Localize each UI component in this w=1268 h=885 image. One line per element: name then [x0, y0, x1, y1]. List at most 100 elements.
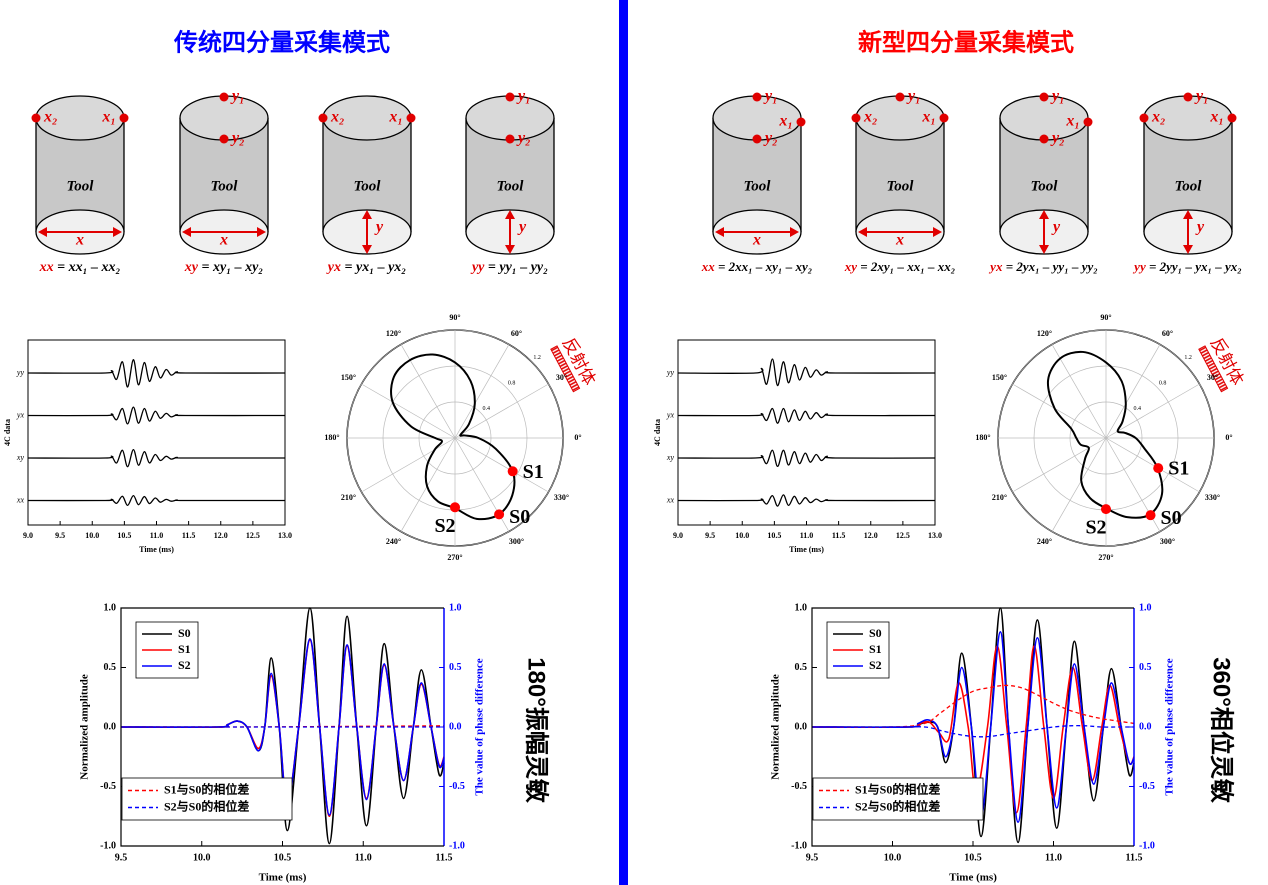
- polar-point: [507, 466, 518, 477]
- x-tick-label: 11.0: [800, 531, 814, 540]
- formula: xy = xy₁ – xy₂: [184, 260, 264, 275]
- legend-label: S1: [178, 642, 191, 656]
- arrow-head: [38, 227, 122, 237]
- x-tick-label: 10.0: [85, 531, 99, 540]
- receiver: [796, 117, 806, 127]
- x-axis-label: Time (ms): [949, 872, 997, 884]
- x-tick-label: 12.0: [864, 531, 878, 540]
- y-axis-label: Normalized amplitude: [770, 674, 782, 780]
- x-tick-label: 11.5: [436, 852, 453, 863]
- polar-spoke: [454, 344, 510, 439]
- formula-rhs: = yy₁ – yy₂: [484, 260, 548, 275]
- plot-frame: [811, 607, 1134, 847]
- x-tick-label: 11.0: [150, 531, 164, 540]
- source-label: y: [1051, 219, 1061, 236]
- y2-tick-label: 1.0: [449, 602, 462, 613]
- trace: [27, 448, 286, 468]
- tool-diagram: Tool y x₂ x₁ yx = yx₁ – yx₂: [318, 95, 416, 275]
- x-tick-label: 9.5: [806, 852, 819, 863]
- receiver-label: x₂: [1151, 109, 1166, 126]
- formula: xx = 2xx₁ – xy₁ – xy₂: [701, 259, 813, 274]
- legend-label: S1与S0的相位差: [855, 781, 940, 796]
- y2-tick-label: 0.0: [1139, 721, 1152, 732]
- arrow-head: [362, 210, 372, 254]
- point-label: S2: [434, 515, 455, 537]
- y-tick-label: -1.0: [791, 840, 807, 851]
- r-tick-label: 0.8: [1159, 380, 1167, 386]
- receiver-label: y₂: [230, 130, 245, 147]
- receiver-label: x₁: [778, 113, 793, 130]
- panel-title: 传统四分量采集模式: [173, 28, 390, 56]
- x-axis-label: Time (ms): [789, 545, 824, 554]
- formula: yy = 2yy₁ – yx₁ – yx₂: [1132, 259, 1242, 274]
- receiver: [31, 113, 41, 123]
- theta-tick-label: 120°: [386, 329, 401, 338]
- trace: [677, 494, 936, 507]
- theta-tick-label: 0°: [1225, 433, 1232, 442]
- tool-diagram: Tool y y₁ y₂ yy = yy₁ – yy₂: [465, 88, 555, 275]
- formula-lhs: yy: [470, 260, 485, 275]
- trace-label: yx: [16, 410, 25, 419]
- side-note: 360°相位灵敏: [1208, 657, 1236, 803]
- x-axis-label: Time (ms): [259, 872, 307, 884]
- formula-lhs: xy: [184, 260, 199, 275]
- source-label: y: [374, 219, 384, 236]
- y2-axis-label: The value of phase difference: [474, 658, 486, 795]
- polar-spoke: [400, 437, 456, 532]
- receiver-label: y₁: [230, 88, 245, 105]
- trace: [677, 449, 936, 468]
- receiver-label: y₁: [516, 88, 531, 105]
- receiver: [119, 113, 129, 123]
- r-tick-label: 1.2: [533, 355, 541, 361]
- receiver: [939, 113, 949, 123]
- y-tick-label: -0.5: [100, 781, 116, 792]
- y-tick-label: 0.5: [795, 662, 808, 673]
- series-line: [811, 630, 1135, 824]
- legend-box: [121, 777, 293, 821]
- receiver: [752, 92, 762, 102]
- receiver: [851, 113, 861, 123]
- formula-lhs: xx: [701, 259, 716, 274]
- legend-label: S2: [869, 658, 882, 672]
- theta-tick-label: 270°: [1098, 553, 1113, 562]
- y2-axis-label: The value of phase difference: [1164, 658, 1176, 795]
- formula-rhs: = 2xy₁ – xx₁ – xx₂: [857, 259, 955, 274]
- receiver-label: x₂: [330, 109, 345, 126]
- source-label: x: [75, 232, 84, 249]
- x-tick-label: 11.0: [1045, 852, 1062, 863]
- theta-tick-label: 0°: [574, 433, 581, 442]
- x-tick-label: 10.5: [274, 852, 292, 863]
- arrow-head: [715, 227, 799, 237]
- arrow-head: [1039, 210, 1049, 254]
- series-line: [811, 607, 1135, 844]
- receiver-label: y₂: [1050, 130, 1065, 147]
- y2-tick-label: -0.5: [1139, 781, 1155, 792]
- trace-label: xy: [666, 453, 675, 462]
- point-label: S0: [1161, 507, 1182, 529]
- tool-label: Tool: [887, 178, 915, 194]
- receiver: [895, 92, 905, 102]
- receiver-label: y₁: [763, 88, 778, 105]
- legend-label: S2: [178, 658, 191, 672]
- polar-spoke: [454, 383, 549, 439]
- receiver: [1039, 134, 1049, 144]
- theta-tick-label: 150°: [992, 373, 1007, 382]
- x-tick-label: 12.5: [896, 531, 910, 540]
- receiver: [1083, 117, 1093, 127]
- trace: [27, 359, 286, 388]
- point-label: S2: [1085, 517, 1106, 539]
- y2-tick-label: 1.0: [1139, 602, 1152, 613]
- polar-spoke: [361, 437, 456, 493]
- receiver: [219, 92, 229, 102]
- side-note: 180°振幅灵敏: [523, 657, 550, 803]
- y-tick-label: -0.5: [791, 781, 807, 792]
- receiver: [219, 134, 229, 144]
- divider: [619, 0, 628, 885]
- x-tick-label: 10.5: [767, 531, 781, 540]
- theta-tick-label: 210°: [992, 493, 1007, 502]
- formula-rhs: = 2xx₁ – xy₁ – xy₂: [715, 259, 813, 274]
- receiver-label: y₁: [1050, 88, 1065, 105]
- x-tick-label: 11.5: [182, 531, 196, 540]
